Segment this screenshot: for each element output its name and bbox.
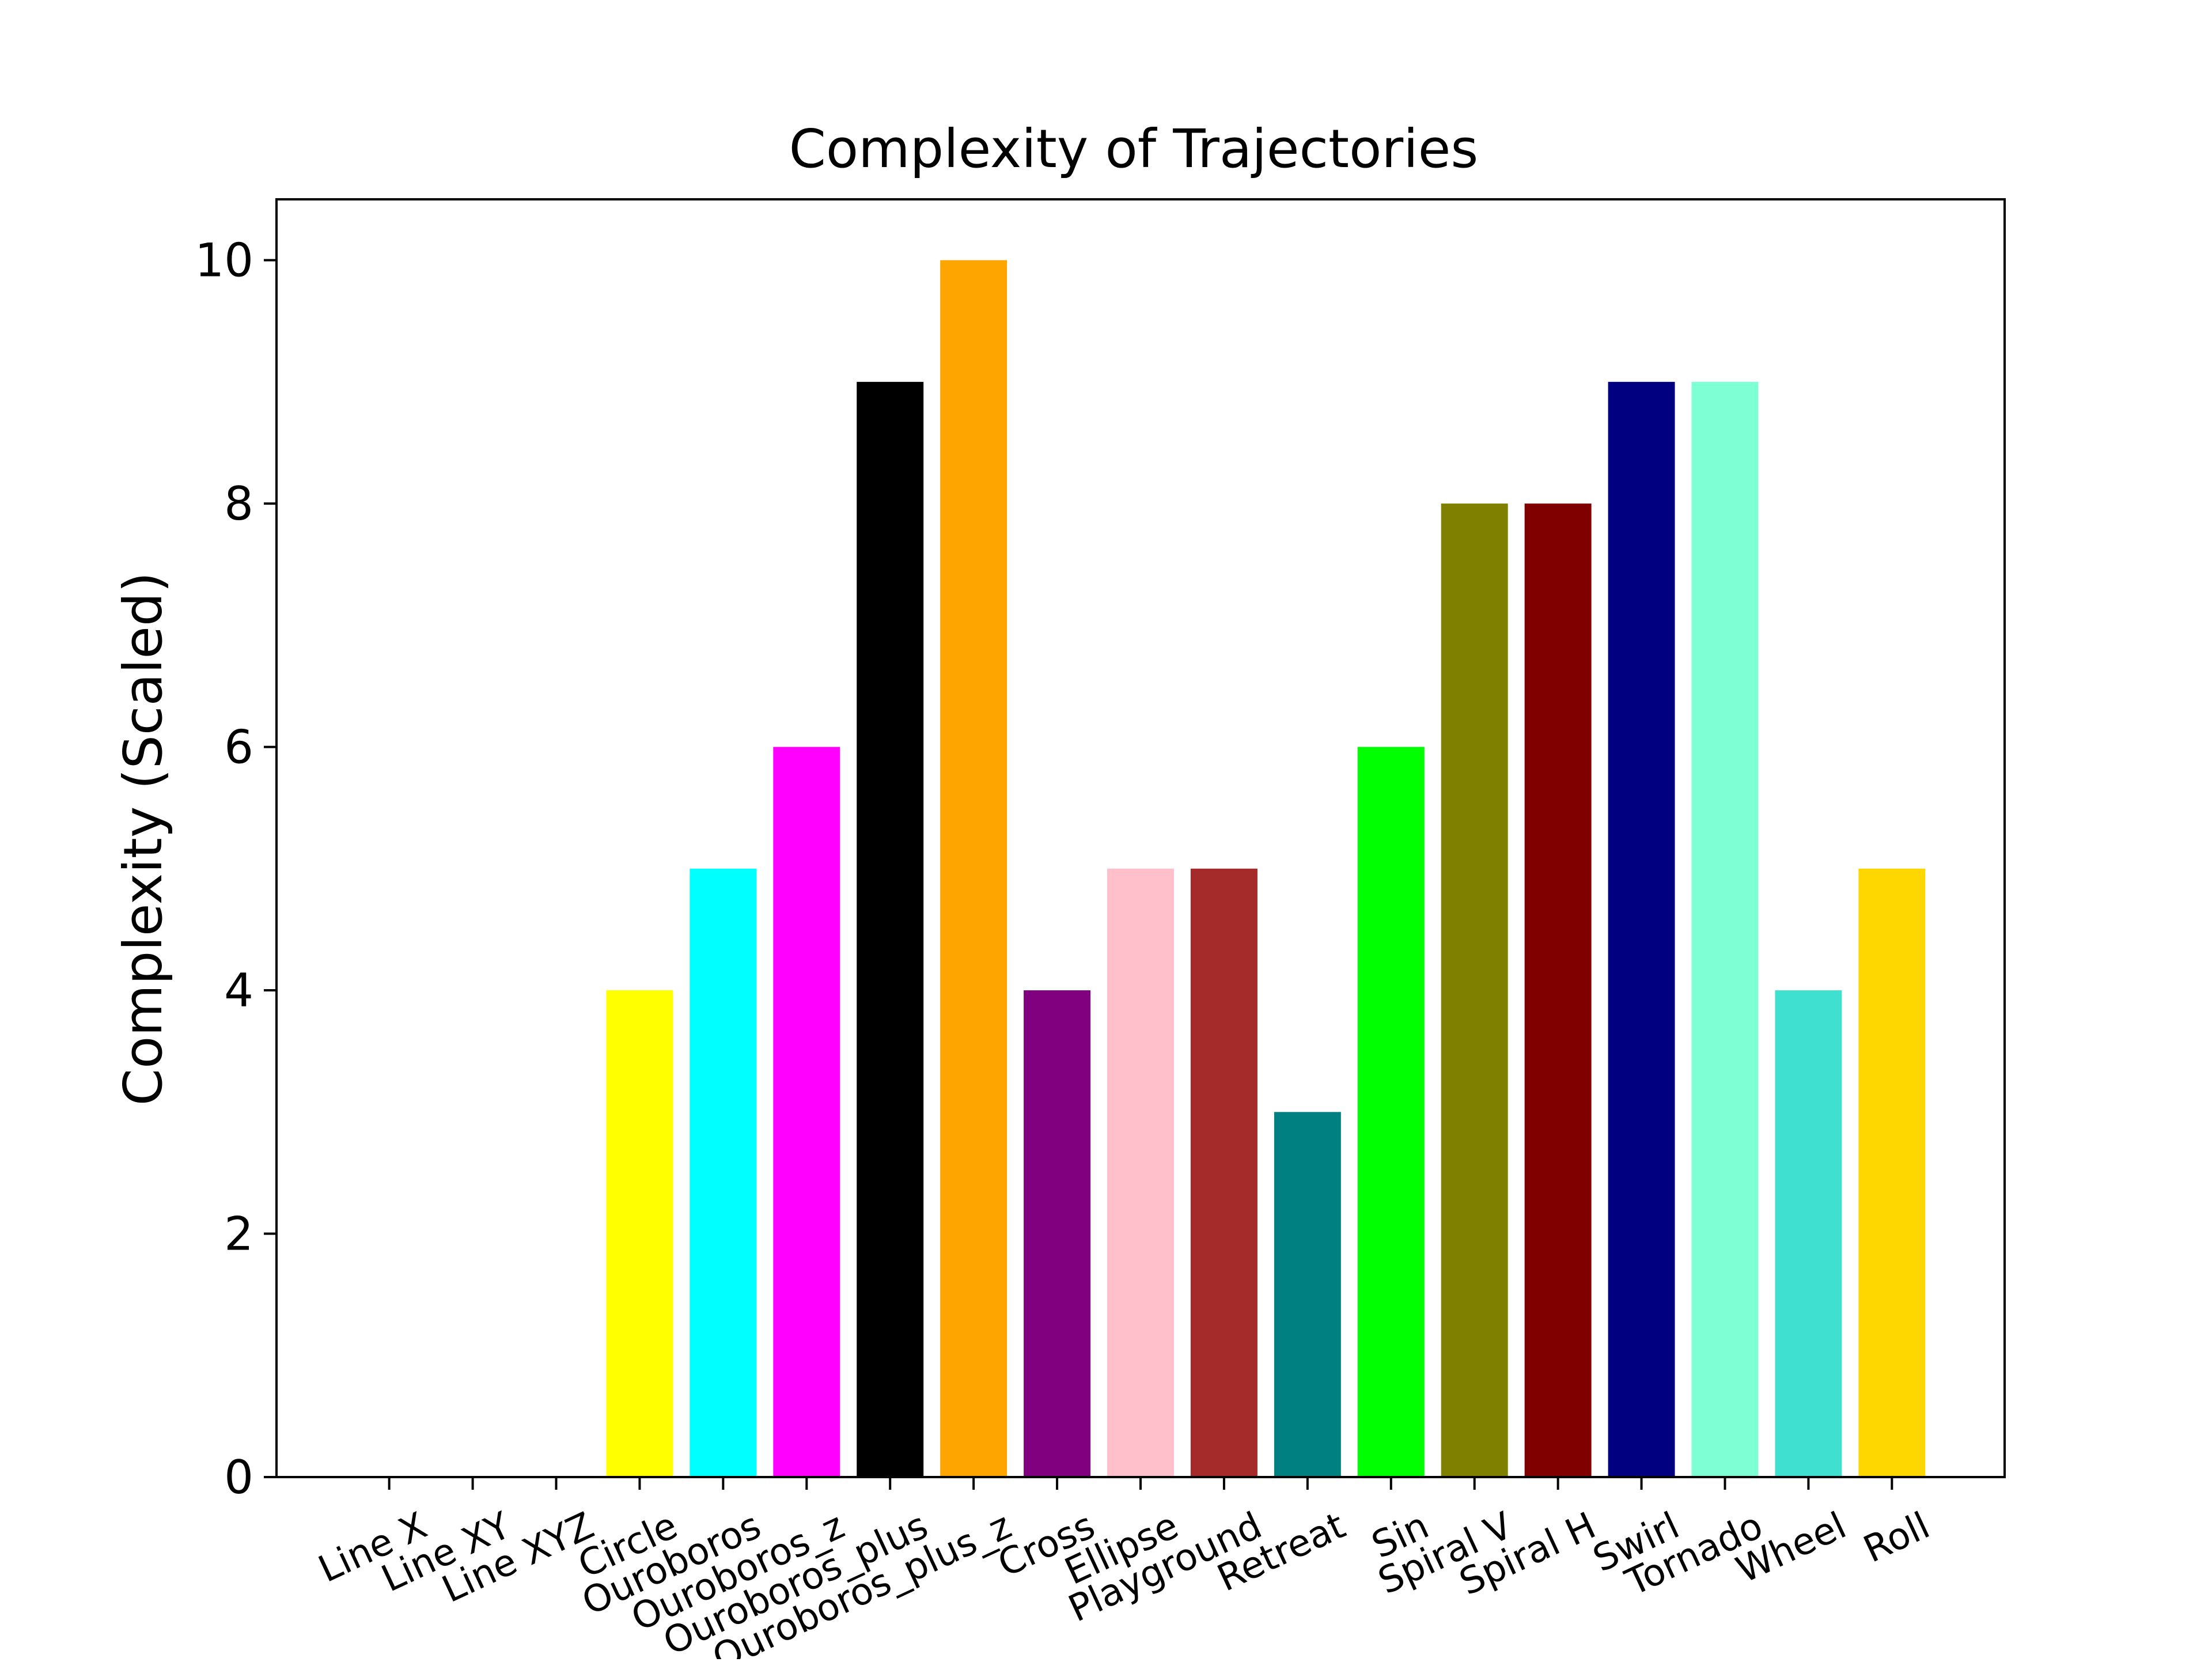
bar: [1691, 381, 1759, 1477]
y-tick-label: 0: [224, 1451, 253, 1504]
plot-frame: [275, 198, 2006, 1478]
y-tick-label: 2: [224, 1207, 253, 1261]
bar: [940, 260, 1007, 1477]
y-axis: 0 2 4 6 8 10: [195, 234, 276, 1504]
bar: [1357, 747, 1425, 1477]
x-tick-label: Roll: [1857, 1504, 1936, 1571]
bar: [1524, 503, 1592, 1477]
y-axis-label: Complexity (Scaled): [112, 572, 174, 1106]
bar: [1024, 990, 1091, 1477]
bar: [857, 381, 924, 1477]
bars-layer: [606, 260, 1926, 1477]
bar: [1858, 868, 1926, 1477]
y-tick-label: 10: [195, 234, 253, 287]
y-tick-label: 4: [224, 964, 253, 1017]
bar: [690, 868, 757, 1477]
bar: [1608, 381, 1675, 1477]
y-tick-label: 6: [224, 721, 253, 774]
bar: [606, 990, 673, 1477]
bar: [1775, 990, 1842, 1477]
bar: [1190, 868, 1257, 1477]
bar: [1441, 503, 1508, 1477]
bar: [1274, 1112, 1341, 1477]
chart-title: Complexity of Trajectories: [789, 118, 1479, 180]
bar: [773, 747, 840, 1477]
y-tick-label: 8: [224, 477, 253, 531]
bar: [1107, 868, 1174, 1477]
